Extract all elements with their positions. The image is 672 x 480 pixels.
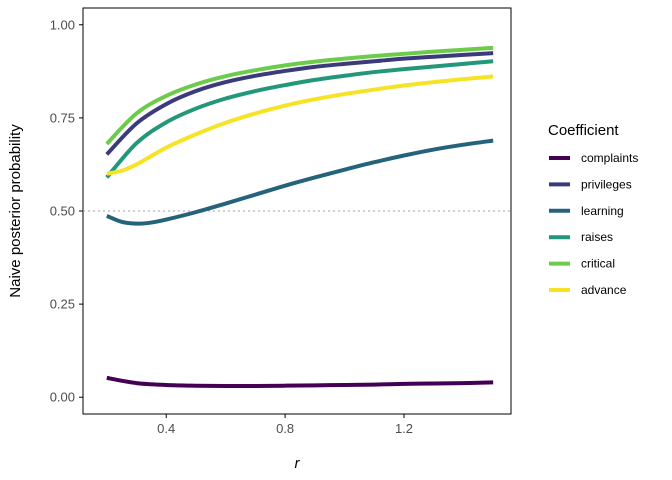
y-tick-label: 0.75	[50, 110, 75, 125]
legend: Coefficient complaints privileges learning…	[548, 122, 638, 297]
series-line-privileges	[105, 51, 494, 156]
y-tick-label: 0.00	[50, 390, 75, 405]
legend-item-complaints: complaints	[549, 151, 638, 165]
y-tick-label: 0.25	[50, 297, 75, 312]
series-line-advance	[106, 74, 494, 176]
legend-label: learning	[581, 204, 624, 218]
x-tick-label: 1.2	[395, 421, 413, 436]
legend-label: raises	[581, 230, 613, 244]
x-axis-title: r	[295, 455, 301, 472]
legend-item-advance: advance	[549, 283, 627, 297]
legend-item-learning: learning	[549, 204, 624, 218]
legend-label: advance	[581, 283, 627, 297]
legend-item-privileges: privileges	[549, 177, 632, 191]
legend-label: complaints	[581, 151, 638, 165]
legend-label: privileges	[581, 177, 632, 191]
y-axis-title: Naive posterior probability	[7, 124, 24, 298]
x-tick-label: 0.4	[157, 421, 175, 436]
series-layer	[105, 45, 494, 389]
series-line-critical	[105, 45, 494, 146]
series-line-complaints	[106, 375, 494, 389]
legend-label: critical	[581, 257, 615, 271]
legend-title: Coefficient	[548, 122, 619, 139]
y-tick-label: 0.50	[50, 204, 75, 219]
axis-layer: 0.4 0.8 1.2 0.00 0.25 0.50 0.75 1.00	[50, 17, 413, 436]
series-line-learning	[106, 138, 494, 226]
x-tick-label: 0.8	[276, 421, 294, 436]
series-line-raises	[105, 59, 494, 179]
y-tick-label: 1.00	[50, 17, 75, 32]
legend-item-critical: critical	[549, 257, 615, 271]
legend-item-raises: raises	[549, 230, 613, 244]
